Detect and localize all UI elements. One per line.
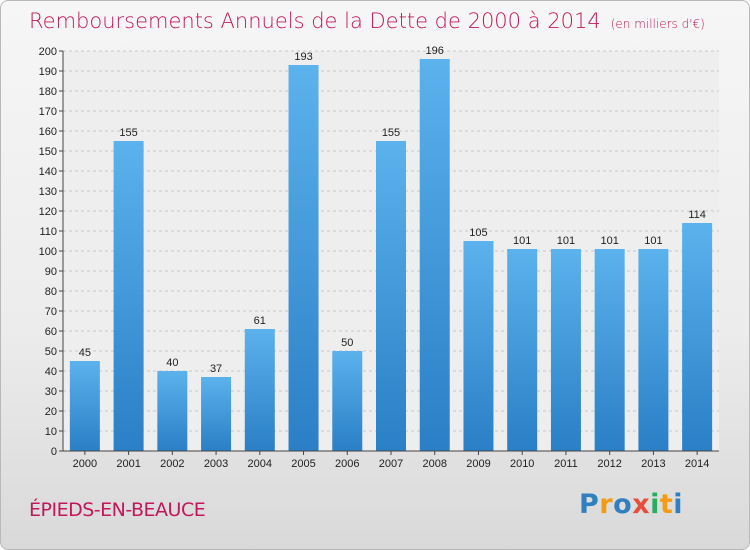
logo-letter: t xyxy=(659,489,674,520)
value-label-2000: 45 xyxy=(79,347,91,359)
x-tick-label-2010: 2010 xyxy=(510,458,534,470)
value-label-2004: 61 xyxy=(254,315,266,327)
y-tick-label: 160 xyxy=(39,126,57,138)
value-label-2002: 40 xyxy=(166,357,178,369)
bar-2011 xyxy=(550,249,581,451)
value-label-2001: 155 xyxy=(119,127,137,139)
y-tick-label: 100 xyxy=(39,246,57,258)
value-label-2003: 37 xyxy=(210,363,222,375)
value-label-2012: 101 xyxy=(600,235,618,247)
bar-2013 xyxy=(638,249,669,451)
x-tick-label-2004: 2004 xyxy=(248,458,272,470)
x-tick-label-2005: 2005 xyxy=(291,458,315,470)
x-tick-label-2002: 2002 xyxy=(160,458,184,470)
bar-2014 xyxy=(682,223,713,451)
x-tick-label-2012: 2012 xyxy=(597,458,621,470)
bar-2006 xyxy=(332,351,363,451)
bars: 45 155 40 37 61 193 50 155 196 105 101 101 101 101 114 xyxy=(69,45,713,451)
y-tick-label: 150 xyxy=(39,146,57,158)
y-tick-label: 70 xyxy=(45,306,57,318)
value-label-2006: 50 xyxy=(341,337,353,349)
bar-2005 xyxy=(288,65,319,451)
logo-letter: i xyxy=(673,489,684,520)
y-tick-label: 60 xyxy=(45,326,57,338)
value-label-2009: 105 xyxy=(469,227,487,239)
x-tick-label-2000: 2000 xyxy=(73,458,97,470)
y-tick-label: 180 xyxy=(39,86,57,98)
value-label-2007: 155 xyxy=(382,127,400,139)
x-tick-label-2011: 2011 xyxy=(554,458,578,470)
y-tick-label: 10 xyxy=(45,426,57,438)
x-tick-label-2006: 2006 xyxy=(335,458,359,470)
value-label-2011: 101 xyxy=(557,235,575,247)
y-tick-label: 130 xyxy=(39,186,57,198)
y-tick-label: 120 xyxy=(39,206,57,218)
y-tick-label: 200 xyxy=(39,46,57,58)
x-tick-label-2007: 2007 xyxy=(379,458,403,470)
bar-2004 xyxy=(244,329,275,451)
chart-title: Remboursements Annuels de la Dette de 20… xyxy=(29,9,705,33)
bar-2012 xyxy=(594,249,625,451)
logo-letter: i xyxy=(650,489,660,520)
x-tick-label-2014: 2014 xyxy=(685,458,709,470)
y-tick-label: 170 xyxy=(39,106,57,118)
proxiti-logo: Proxiti xyxy=(579,489,683,520)
bar-2002 xyxy=(157,371,188,451)
y-tick-label: 20 xyxy=(45,406,57,418)
bar-2007 xyxy=(376,141,406,451)
y-tick-label: 110 xyxy=(39,226,57,238)
x-tick-label-2013: 2013 xyxy=(641,458,665,470)
logo-letter: r xyxy=(599,489,614,520)
value-label-2008: 196 xyxy=(426,45,444,57)
commune-name: ÉPIEDS-EN-BEAUCE xyxy=(29,499,206,521)
bar-2009 xyxy=(463,241,494,451)
value-label-2014: 114 xyxy=(688,209,706,221)
bar-2000 xyxy=(69,361,100,451)
value-label-2005: 193 xyxy=(294,51,312,63)
y-tick-label: 30 xyxy=(45,386,57,398)
logo-letter: o xyxy=(613,489,633,520)
x-tick-label-2003: 2003 xyxy=(204,458,228,470)
y-tick-label: 190 xyxy=(39,66,57,78)
value-label-2013: 101 xyxy=(644,235,662,247)
x-tick-label-2008: 2008 xyxy=(422,458,446,470)
logo-letter: x xyxy=(632,489,651,520)
y-tick-label: 50 xyxy=(45,346,57,358)
bar-2003 xyxy=(201,377,232,451)
bar-2010 xyxy=(507,249,538,451)
x-tick-label-2009: 2009 xyxy=(466,458,490,470)
y-tick-label: 140 xyxy=(39,166,57,178)
y-tick-label: 40 xyxy=(45,366,57,378)
bar-2001 xyxy=(113,141,144,451)
y-tick-label: 90 xyxy=(45,266,57,278)
axes: 0 10 20 30 40 50 60 70 80 90 100 110 120 130 140 150 160… xyxy=(39,46,719,470)
bar-2008 xyxy=(419,59,450,451)
chart-title-text: Remboursements Annuels de la Dette de 20… xyxy=(29,9,601,33)
x-tick-label-2001: 2001 xyxy=(116,458,140,470)
y-tick-label: 0 xyxy=(51,446,57,458)
logo-letter: P xyxy=(579,489,600,520)
value-label-2010: 101 xyxy=(513,235,531,247)
y-tick-label: 80 xyxy=(45,286,57,298)
chart-subtitle: (en milliers d'€) xyxy=(610,17,705,31)
